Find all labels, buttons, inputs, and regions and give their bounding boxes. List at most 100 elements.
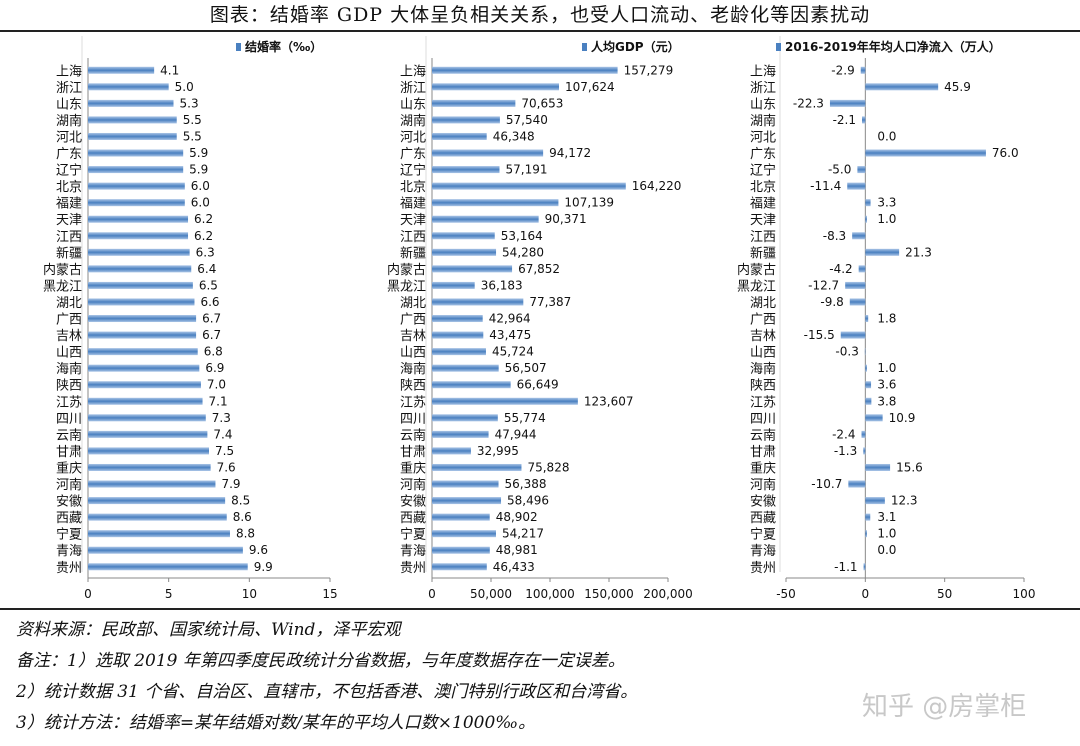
marriage-category-label: 江苏 xyxy=(56,394,82,410)
gdp-bar xyxy=(432,331,484,339)
migration-data-label: 10.9 xyxy=(889,411,916,425)
migration-category-label: 内蒙古 xyxy=(737,262,776,278)
gdp-bar xyxy=(432,315,483,323)
marriage-data-label: 6.0 xyxy=(191,179,210,193)
gdp-category-label: 福建 xyxy=(400,197,426,212)
marriage-data-label: 7.6 xyxy=(217,460,236,474)
gdp-data-label: 66,649 xyxy=(517,378,559,392)
marriage-bar xyxy=(88,166,184,174)
gdp-data-label: 56,507 xyxy=(505,361,547,375)
marriage-data-label: 6.6 xyxy=(200,295,219,309)
marriage-category-label: 青海 xyxy=(56,544,82,559)
gdp-bar xyxy=(432,265,513,273)
marriage-category-label: 广东 xyxy=(56,147,82,162)
migration-bar xyxy=(865,315,869,323)
marriage-category-label: 福建 xyxy=(56,197,82,212)
gdp-data-label: 70,653 xyxy=(521,96,563,110)
marriage-category-label: 黑龙江 xyxy=(43,279,82,294)
marriage-tick-label: 0 xyxy=(84,587,92,601)
migration-bar xyxy=(865,513,871,521)
migration-category-label: 广东 xyxy=(750,147,776,162)
migration-category-label: 江西 xyxy=(750,230,776,245)
marriage-bar xyxy=(88,414,206,422)
marriage-bar xyxy=(88,298,195,306)
migration-data-label: -2.1 xyxy=(833,113,856,127)
marriage-category-label: 辽宁 xyxy=(56,163,82,179)
gdp-category-label: 湖北 xyxy=(400,296,426,311)
gdp-category-label: 吉林 xyxy=(400,329,426,344)
gdp-category-label: 重庆 xyxy=(400,460,426,476)
migration-data-label: -5.0 xyxy=(828,163,851,177)
gdp-category-label: 安徽 xyxy=(400,495,426,510)
migration-data-label: -8.3 xyxy=(823,229,846,243)
gdp-data-label: 90,371 xyxy=(545,212,587,226)
migration-bar xyxy=(865,463,891,471)
marriage-data-label: 4.1 xyxy=(160,63,179,77)
marriage-data-label: 6.0 xyxy=(191,196,210,210)
migration-bar xyxy=(863,563,866,571)
migration-bar xyxy=(860,66,866,74)
migration-bar xyxy=(848,480,866,488)
gdp-data-label: 56,388 xyxy=(505,477,547,491)
gdp-category-label: 河北 xyxy=(400,130,426,145)
marriage-bar xyxy=(88,116,177,124)
gdp-data-label: 164,220 xyxy=(632,179,682,193)
marriage-bar xyxy=(88,364,200,372)
gdp-bar xyxy=(432,232,495,240)
marriage-category-label: 北京 xyxy=(56,180,82,195)
marriage-data-label: 5.3 xyxy=(180,96,199,110)
migration-data-label: -0.3 xyxy=(835,345,858,359)
bottom-rule xyxy=(0,608,1080,610)
marriage-tick-label: 10 xyxy=(242,587,257,601)
marriage-category-label: 陕西 xyxy=(56,379,82,394)
migration-data-label: 3.6 xyxy=(877,378,896,392)
gdp-category-label: 山东 xyxy=(400,97,426,112)
marriage-bar xyxy=(88,83,169,91)
migration-category-label: 上海 xyxy=(750,64,776,79)
migration-data-label: -9.8 xyxy=(820,295,843,309)
migration-category-label: 宁夏 xyxy=(750,527,776,543)
gdp-bar xyxy=(432,480,499,488)
watermark: 知乎 @房掌柜 xyxy=(862,692,1027,722)
figure-title: 图表：结婚率 GDP 大体呈负相关关系，也受人口流动、老龄化等因素扰动 xyxy=(209,4,871,26)
marriage-category-label: 海南 xyxy=(56,361,82,377)
marriage-bar xyxy=(88,546,243,554)
gdp-category-label: 宁夏 xyxy=(400,527,426,543)
gdp-data-label: 57,191 xyxy=(505,163,547,177)
migration-data-label: 3.3 xyxy=(877,196,896,210)
marriage-data-label: 6.2 xyxy=(194,229,213,243)
marriage-bar xyxy=(88,513,227,521)
marriage-data-label: 8.8 xyxy=(236,527,255,541)
marriage-category-label: 上海 xyxy=(56,64,82,79)
gdp-category-label: 河南 xyxy=(400,477,426,493)
gdp-data-label: 157,279 xyxy=(624,63,674,77)
gdp-data-label: 46,348 xyxy=(493,129,535,143)
marriage-bar xyxy=(88,430,208,438)
gdp-data-label: 54,217 xyxy=(502,527,544,541)
marriage-category-label: 吉林 xyxy=(56,329,82,344)
migration-bar xyxy=(865,83,939,91)
marriage-bar xyxy=(88,149,184,157)
migration-category-label: 西藏 xyxy=(750,511,776,526)
gdp-bar xyxy=(432,513,490,521)
migration-category-label: 湖南 xyxy=(750,113,776,129)
gdp-data-label: 57,540 xyxy=(506,113,548,127)
gdp-tick-label: 150,000 xyxy=(584,587,634,601)
marriage-category-label: 山西 xyxy=(56,346,82,361)
migration-tick-label: 0 xyxy=(862,587,870,601)
gdp-bar xyxy=(432,281,475,289)
gdp-bar xyxy=(432,563,487,571)
marriage-data-label: 7.3 xyxy=(212,411,231,425)
marriage-data-label: 6.8 xyxy=(204,345,223,359)
marriage-category-label: 云南 xyxy=(56,427,82,443)
migration-data-label: 0.0 xyxy=(877,543,896,557)
gdp-bar xyxy=(432,83,559,91)
migration-category-label: 天津 xyxy=(750,213,776,228)
marriage-bar xyxy=(88,497,226,505)
gdp-bar xyxy=(432,166,500,174)
migration-category-label: 广西 xyxy=(750,313,776,328)
migration-category-label: 重庆 xyxy=(750,460,776,476)
migration-bar xyxy=(865,215,867,223)
migration-data-label: 45.9 xyxy=(944,80,971,94)
migration-bar xyxy=(847,182,866,190)
